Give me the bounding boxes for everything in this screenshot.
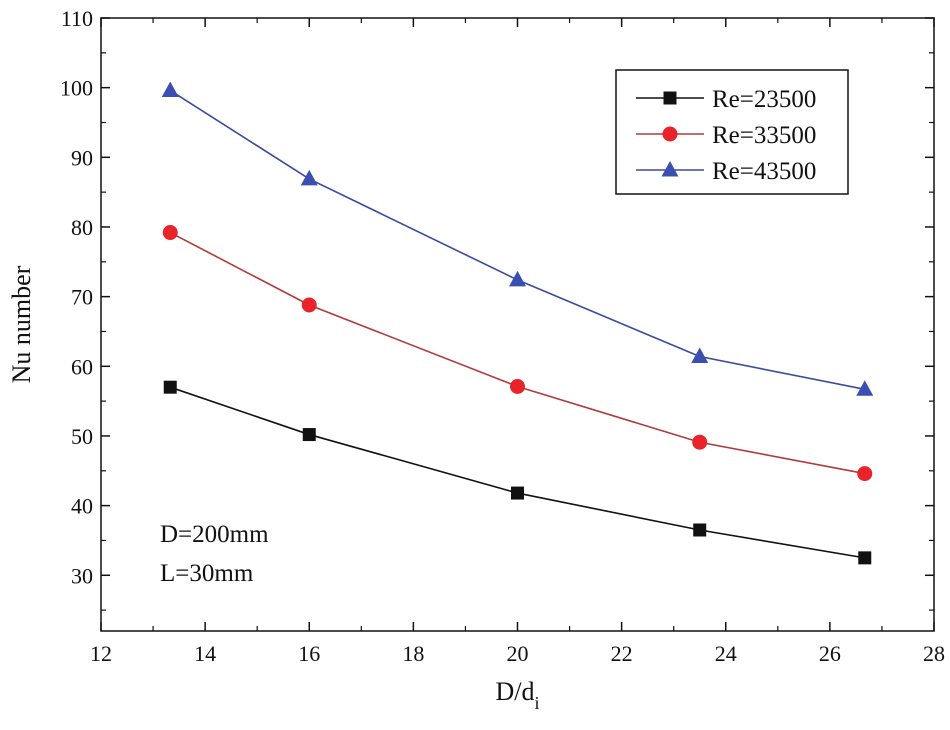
- data-point: [510, 378, 525, 394]
- data-point: [692, 434, 708, 450]
- x-tick-label: 12: [90, 641, 112, 666]
- data-point: [301, 297, 317, 313]
- legend: Re=23500 Re=33500 Re=43500: [615, 69, 849, 195]
- series-line: [169, 386, 865, 559]
- x-tick-label: 20: [507, 641, 529, 666]
- annotations: D=200mm L=30mm: [160, 521, 269, 587]
- data-point: [162, 225, 178, 241]
- data-point: [300, 169, 318, 186]
- x-tick-label: 22: [611, 641, 633, 666]
- y-tick-label: 40: [71, 494, 93, 519]
- x-tick-label: 14: [194, 641, 216, 666]
- y-tick-label: 100: [60, 76, 93, 101]
- legend-label: Re=43500: [712, 158, 816, 185]
- data-point: [509, 270, 526, 287]
- x-tick-label: 24: [715, 641, 737, 666]
- data-point: [691, 347, 709, 364]
- legend-marker: [663, 91, 677, 105]
- x-tick-label: 28: [923, 641, 945, 666]
- y-tick-label: 30: [71, 563, 93, 588]
- data-point: [511, 486, 524, 500]
- y-tick-label: 110: [61, 6, 93, 31]
- x-axis-title: D/di: [495, 677, 539, 713]
- y-tick-label: 60: [71, 354, 93, 379]
- legend-label: Re=33500: [712, 122, 816, 149]
- series-re-33500: [162, 225, 873, 482]
- data-point: [857, 466, 873, 482]
- series-re-43500: [161, 81, 874, 396]
- series-re-23500: [163, 380, 872, 565]
- y-axis-title: Nu number: [7, 265, 36, 383]
- x-axis-title-subscript: i: [534, 693, 539, 713]
- x-axis-title-main: D/d: [495, 677, 534, 706]
- series-line: [169, 231, 865, 475]
- axes: 12 14 16 18 20 22 24 26 28 30 40 50 60 70 80 90 100 110 D/…: [7, 6, 945, 713]
- y-tick-label: 90: [71, 145, 93, 170]
- data-point: [302, 428, 316, 442]
- legend-label: Re=23500: [712, 86, 816, 113]
- x-tick-label: 16: [298, 641, 320, 666]
- series-layer: [161, 81, 874, 565]
- data-point: [856, 380, 874, 396]
- data-point: [858, 551, 872, 565]
- y-tick-label: 70: [71, 285, 93, 310]
- annotation-text: D=200mm: [160, 521, 269, 548]
- y-tick-label: 50: [71, 424, 93, 449]
- data-point: [161, 81, 179, 97]
- data-point: [693, 523, 707, 537]
- legend-marker: [662, 126, 678, 142]
- legend-box: [615, 69, 849, 195]
- x-tick-label: 18: [402, 641, 424, 666]
- x-tick-label: 26: [819, 641, 841, 666]
- y-tick-label: 80: [71, 215, 93, 240]
- legend-marker: [661, 161, 679, 177]
- data-point: [163, 380, 177, 394]
- annotation-text: L=30mm: [160, 560, 254, 587]
